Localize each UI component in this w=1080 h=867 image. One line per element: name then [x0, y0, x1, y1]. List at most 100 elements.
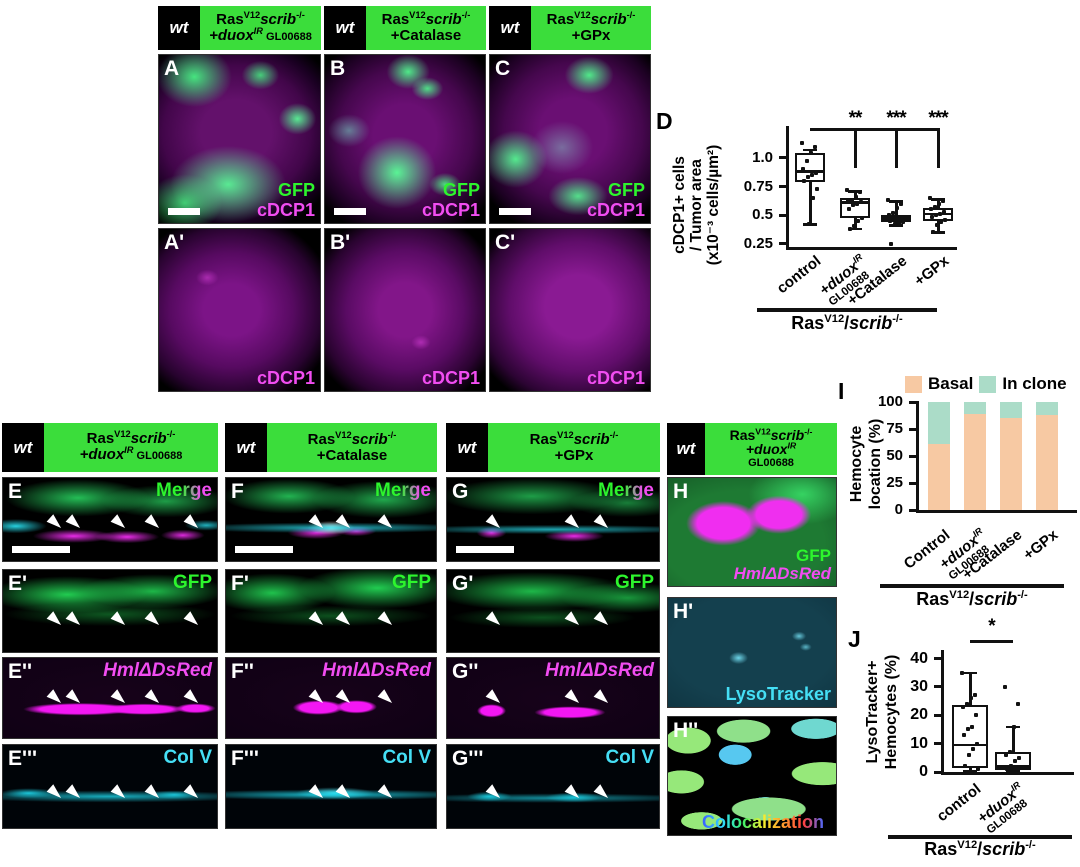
arrowhead-icon — [308, 611, 327, 629]
channel-label: Col V — [605, 747, 654, 768]
panel-label: H' — [673, 600, 694, 623]
panel-G-image: G Merge — [446, 477, 660, 562]
basal-swatch — [905, 375, 922, 393]
group-line-D — [757, 308, 937, 312]
data-point — [970, 724, 974, 729]
channel-label: Merge — [375, 480, 431, 501]
arrowhead-icon — [65, 784, 84, 802]
panel-H-prime-image: H' LysoTracker — [667, 597, 837, 708]
panel-F3-image: F''' Col V — [225, 744, 437, 829]
header-gpx-top: wt RasV12scrib-/- +GPx — [489, 6, 651, 50]
data-point — [1008, 750, 1012, 755]
wt-label: wt — [446, 423, 488, 472]
scale-bar — [334, 208, 366, 215]
panel-label: C — [495, 57, 511, 80]
panel-label: E' — [8, 572, 28, 595]
arrowhead-icon — [110, 784, 129, 802]
arrowhead-icon — [593, 689, 612, 707]
panel-B-image: B GFP cDCP1 — [324, 54, 486, 224]
legend-basal: Basal — [928, 374, 974, 393]
significance-stars: *** — [886, 108, 906, 129]
channel-label: Col V — [382, 747, 431, 768]
data-point — [1005, 767, 1009, 772]
arrowhead-icon — [335, 784, 354, 802]
data-point — [845, 187, 849, 192]
panel-label: A' — [164, 231, 185, 254]
arrowhead-icon — [110, 689, 129, 707]
channel-labels: GFP HmlΔDsRed — [733, 546, 831, 583]
panel-label: E — [8, 480, 23, 503]
panel-H-image: H GFP HmlΔDsRed — [667, 477, 837, 587]
data-point — [966, 727, 970, 732]
bar-in-clone — [1000, 402, 1022, 419]
arrowhead-icon — [308, 689, 327, 707]
panel-label: E''' — [8, 747, 37, 770]
genotype-label: RasV12scrib-/- +Catalase — [267, 423, 437, 472]
panel-B-prime-image: B' cDCP1 — [324, 228, 486, 392]
data-point — [967, 752, 971, 757]
scale-bar — [499, 208, 531, 215]
arrowhead-icon — [335, 689, 354, 707]
channel-label: Colocalization — [701, 812, 824, 832]
data-point — [928, 195, 932, 200]
panel-label: F' — [231, 572, 249, 595]
arrowhead-icon — [564, 611, 583, 629]
panel-G2-image: G'' HmlΔDsRed — [446, 657, 660, 739]
arrowhead-icon — [183, 611, 202, 629]
genotype-label: RasV12scrib-/- +duoxIR GL00688 — [200, 6, 321, 50]
data-point — [939, 219, 943, 224]
panel-G1-image: G' GFP — [446, 569, 660, 653]
arrowhead-icon — [144, 514, 163, 532]
group-line-J — [888, 835, 1072, 839]
panel-label: C' — [495, 231, 516, 254]
data-point — [859, 200, 863, 205]
panel-label: B' — [330, 231, 351, 254]
wt-label: wt — [2, 423, 44, 472]
y-tick-label: 20 — [910, 706, 928, 724]
data-point — [888, 218, 892, 223]
y-tick-label: 10 — [910, 734, 928, 752]
arrowhead-icon — [183, 689, 202, 707]
data-point — [943, 217, 947, 222]
data-point — [848, 226, 852, 231]
panel-C-prime-image: C' cDCP1 — [489, 228, 651, 392]
data-point — [1012, 724, 1016, 729]
in-clone-swatch — [979, 375, 997, 393]
data-point — [851, 202, 855, 207]
header-duox-efg: wt RasV12scrib-/- +duoxIR GL00688 — [2, 423, 218, 472]
arrowhead-icon — [485, 611, 504, 629]
data-point — [973, 693, 977, 698]
significance-stars: ** — [848, 108, 863, 129]
arrowhead-icon — [593, 514, 612, 532]
data-point — [897, 221, 901, 226]
arrowhead-icon — [485, 514, 504, 532]
data-point — [810, 173, 814, 178]
data-point — [892, 217, 896, 222]
group-label-I: RasV12/scrib-/- — [916, 589, 1028, 609]
data-point — [976, 767, 980, 772]
data-point — [889, 241, 893, 246]
data-point — [852, 224, 856, 229]
arrowhead-icon — [564, 689, 583, 707]
data-point — [809, 151, 813, 156]
scale-bar — [12, 546, 70, 553]
data-point — [1013, 758, 1017, 763]
wt-label: wt — [324, 6, 366, 50]
y-tick-label: 30 — [910, 677, 928, 695]
arrowhead-icon — [564, 514, 583, 532]
panel-F-image: F Merge — [225, 477, 437, 562]
arrowhead-icon — [485, 784, 504, 802]
data-point — [937, 201, 941, 206]
panel-F1-image: F' GFP — [225, 569, 437, 653]
data-point — [1003, 684, 1007, 689]
bar-basal — [1000, 418, 1022, 510]
panel-label: A — [164, 57, 180, 80]
channel-label: cDCP1 — [256, 368, 315, 388]
channel-label: HmlΔDsRed — [103, 660, 212, 681]
data-point — [1004, 752, 1008, 757]
arrowhead-icon — [377, 784, 396, 802]
data-point — [886, 198, 890, 203]
bar-basal — [964, 413, 986, 510]
arrowhead-icon — [377, 514, 396, 532]
